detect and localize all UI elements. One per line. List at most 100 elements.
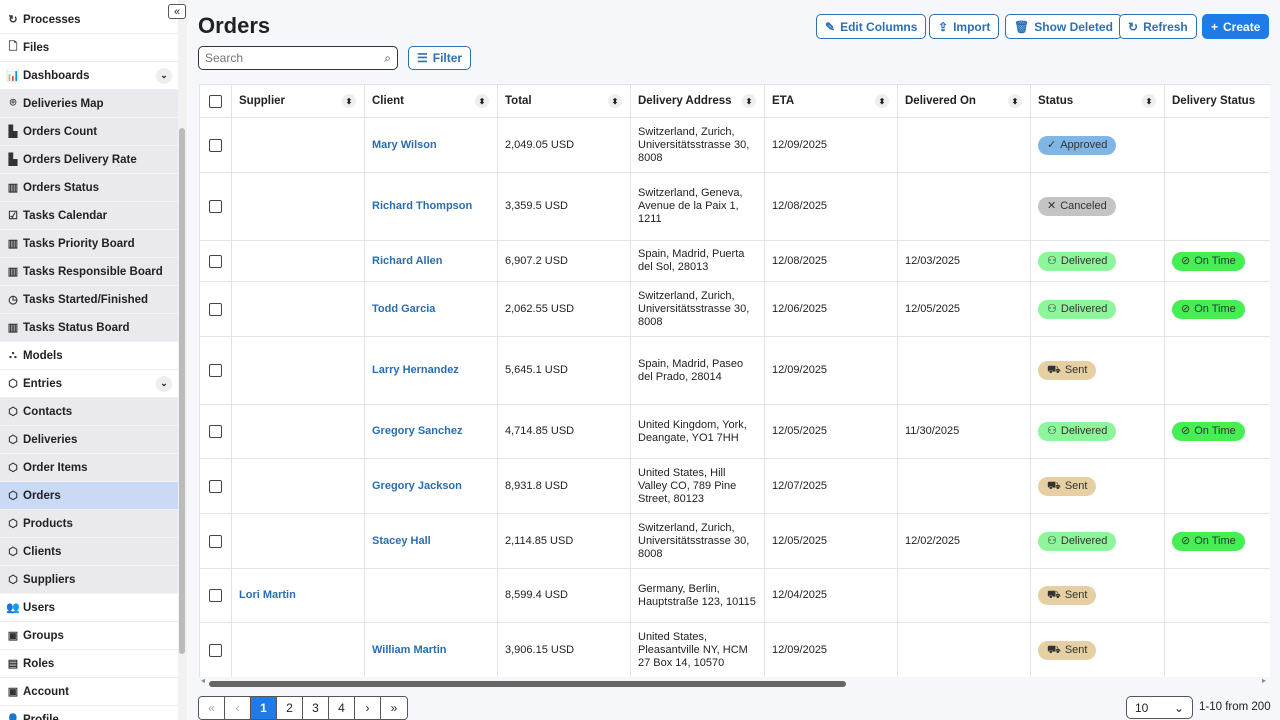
show-deleted-button[interactable]: 🗑 Show Deleted	[1005, 14, 1122, 39]
sidebar-item-entries[interactable]: ⬡ Entries ⌄	[0, 370, 178, 398]
table-row[interactable]: Todd Garcia 2,062.55 USD Switzerland, Zuri…	[199, 281, 1270, 337]
table-row[interactable]: Richard Allen 6,907.2 USD Spain, Madrid, P…	[199, 240, 1270, 282]
cell-client[interactable]: Gregory Sanchez	[364, 404, 498, 459]
collapse-sidebar-button[interactable]: «	[168, 4, 186, 19]
sidebar-item-profile[interactable]: 👤 Profile	[0, 706, 178, 720]
column-header-supplier[interactable]: Supplier ⬍	[231, 84, 365, 118]
table-row[interactable]: Lori Martin 8,599.4 USD Germany, Berlin, H…	[199, 568, 1270, 623]
row-checkbox[interactable]	[209, 479, 222, 493]
cell-client[interactable]: Gregory Jackson	[364, 458, 498, 514]
column-header-client[interactable]: Client ⬍	[364, 84, 498, 118]
sidebar-item-orders-status[interactable]: ▥ Orders Status	[0, 174, 178, 202]
sidebar-item-roles[interactable]: ▤ Roles	[0, 650, 178, 678]
row-checkbox[interactable]	[209, 302, 222, 316]
table-row[interactable]: Larry Hernandez 5,645.1 USD Spain, Madrid,…	[199, 336, 1270, 405]
cell-client[interactable]: William Martin	[364, 622, 498, 677]
sidebar-item-suppliers[interactable]: ⬡ Suppliers	[0, 566, 178, 594]
sidebar-item-users[interactable]: 👥 Users	[0, 594, 178, 622]
table-row[interactable]: William Martin 3,906.15 USD United States,…	[199, 622, 1270, 677]
import-button[interactable]: ⇪ Import	[929, 14, 1000, 39]
sort-icon[interactable]: ⬍	[1142, 94, 1156, 108]
status-badge: ⛟ Sent	[1038, 586, 1097, 605]
last-page-button[interactable]: »	[381, 697, 407, 719]
table-row[interactable]: Richard Thompson 3,359.5 USD Switzerland, …	[199, 172, 1270, 241]
sidebar-item-products[interactable]: ⬡ Products	[0, 510, 178, 538]
column-header-status[interactable]: Status ⬍	[1030, 84, 1165, 118]
sort-icon[interactable]: ⬍	[342, 94, 356, 108]
page-1-button[interactable]: 1	[251, 697, 277, 719]
column-header-delivered-on[interactable]: Delivered On ⬍	[897, 84, 1031, 118]
cell-client[interactable]: Mary Wilson	[364, 117, 498, 173]
refresh-button[interactable]: ↻ Refresh	[1119, 14, 1197, 39]
edit-columns-button[interactable]: ✎ Edit Columns	[816, 14, 927, 39]
row-checkbox[interactable]	[209, 425, 222, 438]
sidebar-item-clients[interactable]: ⬡ Clients	[0, 538, 178, 566]
column-header-delivery-status[interactable]: Delivery Status	[1164, 84, 1270, 118]
row-checkbox[interactable]	[209, 254, 222, 268]
row-checkbox[interactable]	[209, 589, 222, 602]
sidebar-item-orders-count[interactable]: ▙ Orders Count	[0, 118, 178, 146]
sidebar-item-deliveries-map[interactable]: ⌾ Deliveries Map	[0, 90, 178, 118]
first-page-button[interactable]: «	[199, 697, 225, 719]
cell-client[interactable]: Richard Thompson	[364, 172, 498, 241]
table-row[interactable]: Stacey Hall 2,114.85 USD Switzerland, Zuri…	[199, 513, 1270, 569]
sort-icon[interactable]: ⬍	[1008, 94, 1022, 108]
row-checkbox[interactable]	[209, 138, 222, 152]
cell-status: ✕ Canceled	[1030, 172, 1165, 241]
select-all-checkbox[interactable]	[209, 94, 222, 108]
cell-delivered-on: 12/02/2025	[897, 513, 1031, 569]
page-4-button[interactable]: 4	[329, 697, 355, 719]
sidebar-item-orders[interactable]: ⬡ Orders	[0, 482, 178, 510]
sidebar-item-tasks-calendar[interactable]: ☑ Tasks Calendar	[0, 202, 178, 230]
sort-icon[interactable]: ⬍	[742, 94, 756, 108]
column-header-delivery-address[interactable]: Delivery Address ⬍	[630, 84, 765, 118]
next-page-button[interactable]: ›	[355, 697, 381, 719]
row-checkbox[interactable]	[209, 364, 222, 377]
cell-supplier[interactable]: Lori Martin	[231, 568, 365, 623]
sidebar-item-label: Processes	[23, 13, 81, 26]
chevron-down-icon[interactable]: ⌄	[156, 67, 172, 84]
page-3-button[interactable]: 3	[303, 697, 329, 719]
scroll-left-icon[interactable]: ◂	[201, 676, 206, 685]
prev-page-button[interactable]: ‹	[225, 697, 251, 719]
sidebar-item-order-items[interactable]: ⬡ Order Items	[0, 454, 178, 482]
sidebar-item-tasks-responsible-board[interactable]: ▥ Tasks Responsible Board	[0, 258, 178, 286]
column-header-eta[interactable]: ETA ⬍	[764, 84, 898, 118]
row-checkbox[interactable]	[209, 643, 222, 657]
scroll-right-icon[interactable]: ▸	[1261, 676, 1266, 685]
sidebar-item-files[interactable]: 🗋 Files	[0, 34, 178, 62]
horizontal-scrollbar[interactable]: ◂ ▸	[199, 676, 1270, 688]
sidebar-scrollbar[interactable]	[179, 128, 185, 654]
create-button[interactable]: + Create	[1202, 14, 1270, 39]
cell-client[interactable]: Larry Hernandez	[364, 336, 498, 405]
sidebar-item-tasks-status-board[interactable]: ▥ Tasks Status Board	[0, 314, 178, 342]
sidebar-item-contacts[interactable]: ⬡ Contacts	[0, 398, 178, 426]
sort-icon[interactable]: ⬍	[875, 94, 889, 108]
sidebar-item-processes[interactable]: ↻ Processes	[0, 6, 178, 34]
cell-client[interactable]: Richard Allen	[364, 240, 498, 282]
table-row[interactable]: Gregory Jackson 8,931.8 USD United States,…	[199, 458, 1270, 514]
sidebar-item-tasks-priority-board[interactable]: ▥ Tasks Priority Board	[0, 230, 178, 258]
page-size-select[interactable]: 10 ⌄	[1126, 696, 1193, 719]
row-checkbox[interactable]	[209, 200, 222, 213]
sidebar-item-account[interactable]: ▣ Account	[0, 678, 178, 706]
filter-button[interactable]: ☰ Filter	[408, 46, 472, 70]
page-2-button[interactable]: 2	[277, 697, 303, 719]
sidebar-item-tasks-started-finished[interactable]: ◷ Tasks Started/Finished	[0, 286, 178, 314]
chevron-down-icon[interactable]: ⌄	[156, 375, 172, 392]
horizontal-scrollbar-thumb[interactable]	[209, 681, 846, 687]
search-input[interactable]: Search ⌕	[198, 46, 398, 70]
sidebar-item-models[interactable]: ⛬ Models	[0, 342, 178, 370]
sidebar-item-groups[interactable]: ▣ Groups	[0, 622, 178, 650]
sort-icon[interactable]: ⬍	[608, 94, 622, 108]
column-header-total[interactable]: Total ⬍	[497, 84, 631, 118]
table-row[interactable]: Mary Wilson 2,049.05 USD Switzerland, Zuri…	[199, 117, 1270, 173]
sidebar-item-dashboards[interactable]: 📊 Dashboards ⌄	[0, 62, 178, 90]
table-row[interactable]: Gregory Sanchez 4,714.85 USD United Kingdo…	[199, 404, 1270, 459]
cell-client[interactable]: Stacey Hall	[364, 513, 498, 569]
sidebar-item-deliveries[interactable]: ⬡ Deliveries	[0, 426, 178, 454]
cell-client[interactable]: Todd Garcia	[364, 281, 498, 337]
row-checkbox[interactable]	[209, 534, 222, 548]
sort-icon[interactable]: ⬍	[475, 94, 489, 108]
sidebar-item-orders-delivery-rate[interactable]: ▙ Orders Delivery Rate	[0, 146, 178, 174]
